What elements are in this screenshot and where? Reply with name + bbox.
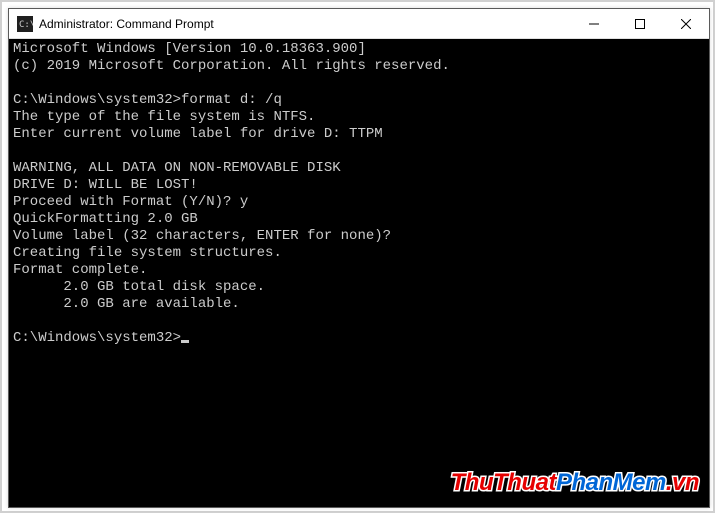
window-title: Administrator: Command Prompt — [39, 17, 571, 31]
titlebar[interactable]: C:\ Administrator: Command Prompt — [9, 9, 709, 39]
terminal-line: C:\Windows\system32>format d: /q — [13, 92, 705, 109]
close-button[interactable] — [663, 9, 709, 38]
minimize-button[interactable] — [571, 9, 617, 38]
page-frame: C:\ Administrator: Command Prompt Micros… — [0, 0, 715, 513]
terminal-line: Format complete. — [13, 262, 705, 279]
terminal-line: Volume label (32 characters, ENTER for n… — [13, 228, 705, 245]
terminal-line — [13, 313, 705, 330]
terminal-line: DRIVE D: WILL BE LOST! — [13, 177, 705, 194]
terminal-line: The type of the file system is NTFS. — [13, 109, 705, 126]
terminal-line: 2.0 GB are available. — [13, 296, 705, 313]
terminal-prompt: C:\Windows\system32> — [13, 330, 705, 347]
cmd-icon: C:\ — [17, 16, 33, 32]
terminal-output[interactable]: Microsoft Windows [Version 10.0.18363.90… — [9, 39, 709, 507]
cursor — [181, 340, 189, 343]
terminal-line: QuickFormatting 2.0 GB — [13, 211, 705, 228]
terminal-line — [13, 75, 705, 92]
terminal-line: Microsoft Windows [Version 10.0.18363.90… — [13, 41, 705, 58]
svg-text:C:\: C:\ — [19, 20, 33, 30]
terminal-line — [13, 143, 705, 160]
terminal-line: WARNING, ALL DATA ON NON-REMOVABLE DISK — [13, 160, 705, 177]
terminal-line: Proceed with Format (Y/N)? y — [13, 194, 705, 211]
terminal-line: Enter current volume label for drive D: … — [13, 126, 705, 143]
maximize-button[interactable] — [617, 9, 663, 38]
terminal-line: Creating file system structures. — [13, 245, 705, 262]
window-controls — [571, 9, 709, 38]
cmd-window: C:\ Administrator: Command Prompt Micros… — [8, 8, 710, 508]
terminal-line: 2.0 GB total disk space. — [13, 279, 705, 296]
terminal-line: (c) 2019 Microsoft Corporation. All righ… — [13, 58, 705, 75]
